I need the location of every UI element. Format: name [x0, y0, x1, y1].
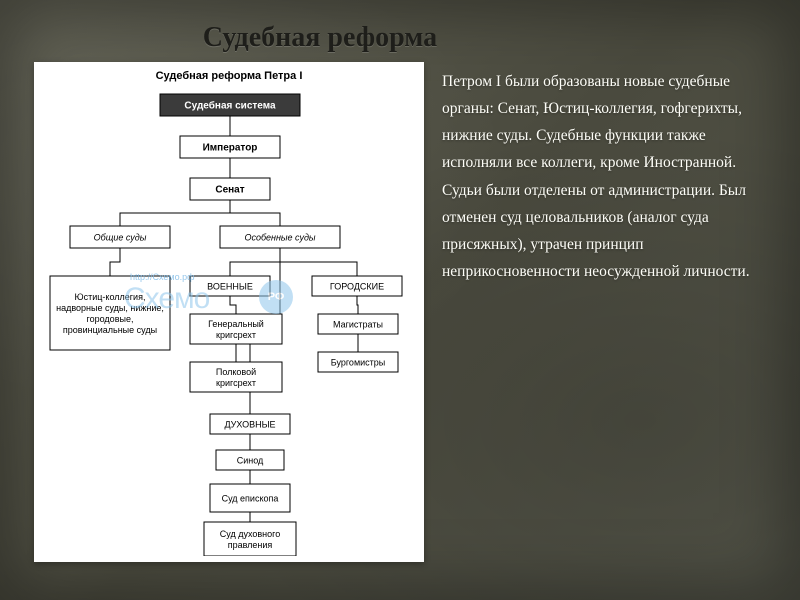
- svg-text:городовые,: городовые,: [87, 314, 134, 324]
- svg-text:кригсрехт: кригсрехт: [216, 330, 256, 340]
- chart-node: Генеральныйкригсрехт: [190, 314, 282, 344]
- svg-text:правления: правления: [228, 540, 273, 550]
- chart-node: Суд епископа: [210, 484, 290, 512]
- svg-text:Сенат: Сенат: [215, 185, 244, 196]
- chart-node: Император: [180, 136, 280, 158]
- chart-node: Общие суды: [70, 226, 170, 248]
- svg-text:Магистраты: Магистраты: [333, 320, 383, 330]
- chart-node: Судебная система: [160, 94, 300, 116]
- svg-text:Общие суды: Общие суды: [94, 233, 147, 243]
- svg-text:Суд епископа: Суд епископа: [222, 494, 279, 504]
- svg-text:Император: Император: [203, 143, 258, 154]
- svg-text:кригсрехт: кригсрехт: [216, 378, 256, 388]
- content-row: Судебная реформа Петра I Судебная систем…: [34, 62, 766, 562]
- svg-text:Полковой: Полковой: [216, 367, 256, 377]
- svg-text:ВОЕННЫЕ: ВОЕННЫЕ: [207, 282, 253, 292]
- chart-node: ГОРОДСКИЕ: [312, 276, 402, 296]
- svg-text:ГОРОДСКИЕ: ГОРОДСКИЕ: [330, 282, 384, 292]
- svg-text:Особенные суды: Особенные суды: [244, 233, 315, 243]
- page-title: Судебная реформа: [0, 22, 766, 54]
- description-text: Петром I были образованы новые судебные …: [442, 62, 766, 285]
- chart-node: ВОЕННЫЕ: [190, 276, 270, 296]
- svg-text:Генеральный: Генеральный: [208, 319, 264, 329]
- diagram-title: Судебная реформа Петра I: [40, 70, 418, 82]
- svg-text:Судебная система: Судебная система: [184, 100, 276, 112]
- chart-node: Юстиц-коллегия,надворные суды, нижние,го…: [50, 276, 170, 350]
- svg-text:провинциальные суды: провинциальные суды: [63, 325, 157, 335]
- svg-text:Суд духовного: Суд духовного: [220, 529, 280, 539]
- chart-node: Сенат: [190, 178, 270, 200]
- chart-node: Особенные суды: [220, 226, 340, 248]
- diagram-container: Судебная реформа Петра I Судебная систем…: [34, 62, 424, 562]
- chart-node: Синод: [216, 450, 284, 470]
- chart-node: Бургомистры: [318, 352, 398, 372]
- svg-text:Бургомистры: Бургомистры: [331, 358, 386, 368]
- org-chart: Судебная система Император Сенат Общие суды…: [40, 86, 418, 556]
- watermark-url: http://Схемо.рф: [130, 272, 195, 282]
- watermark-badge: РФ: [259, 280, 293, 314]
- svg-text:Юстиц-коллегия,: Юстиц-коллегия,: [75, 292, 146, 302]
- chart-node: ДУХОВНЫЕ: [210, 414, 290, 434]
- svg-text:ДУХОВНЫЕ: ДУХОВНЫЕ: [224, 420, 275, 430]
- svg-text:Синод: Синод: [237, 456, 264, 466]
- slide: Судебная реформа Судебная реформа Петра …: [0, 0, 800, 600]
- svg-text:надворные суды, нижние,: надворные суды, нижние,: [56, 303, 164, 313]
- chart-node: Суд духовногоправления: [204, 522, 296, 556]
- chart-node: Магистраты: [318, 314, 398, 334]
- chart-node: Полковойкригсрехт: [190, 362, 282, 392]
